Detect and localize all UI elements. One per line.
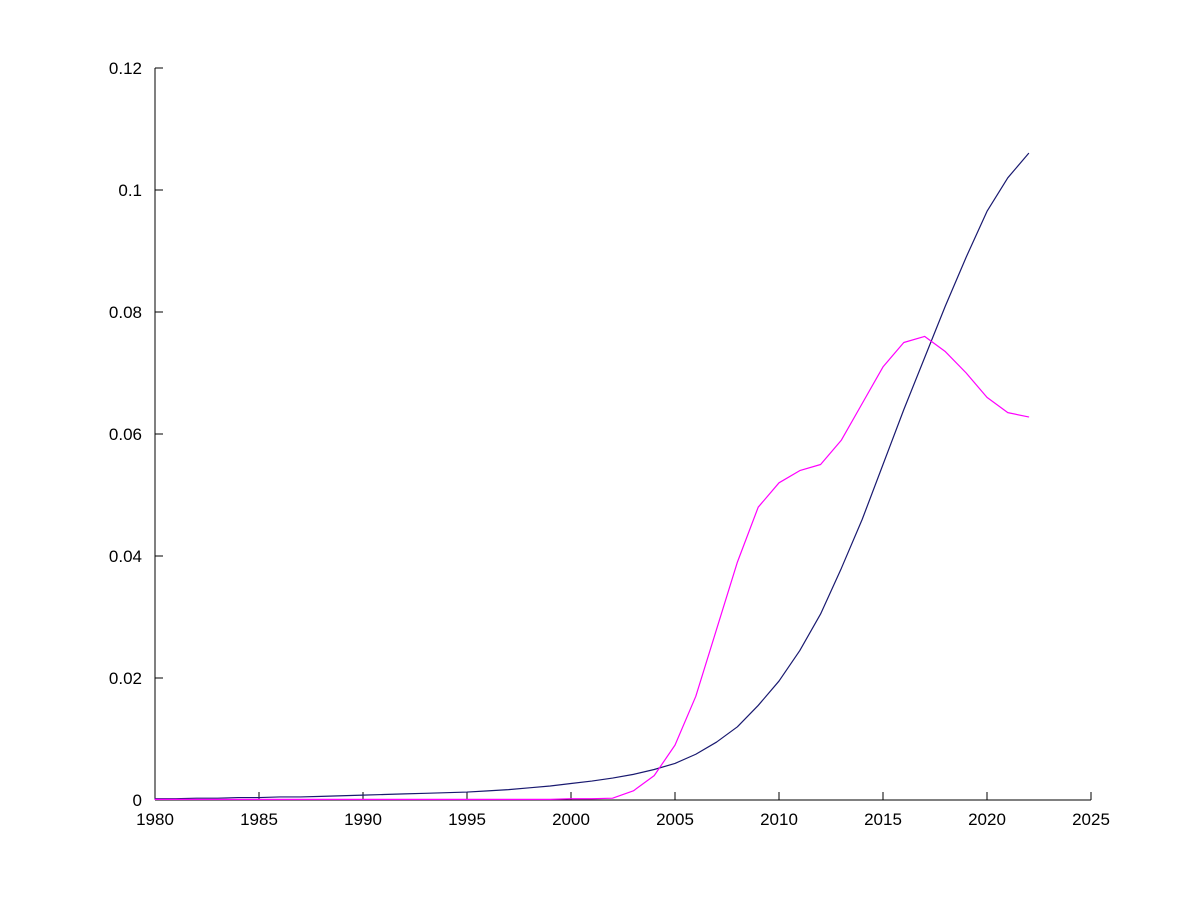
- x-tick-label: 2000: [552, 810, 590, 829]
- y-tick-label: 0.08: [109, 303, 142, 322]
- x-tick-label: 1990: [344, 810, 382, 829]
- x-tick-label: 2015: [864, 810, 902, 829]
- y-tick-label: 0.1: [118, 181, 142, 200]
- x-tick-label: 2005: [656, 810, 694, 829]
- x-tick-label: 2020: [968, 810, 1006, 829]
- y-tick-label: 0.04: [109, 547, 142, 566]
- y-tick-label: 0.02: [109, 669, 142, 688]
- x-tick-label: 1995: [448, 810, 486, 829]
- y-tick-label: 0.12: [109, 59, 142, 78]
- x-tick-label: 1980: [136, 810, 174, 829]
- x-tick-label: 2010: [760, 810, 798, 829]
- y-tick-label: 0: [133, 791, 142, 810]
- x-tick-label: 1985: [240, 810, 278, 829]
- magenta-series-line: [154, 335, 1030, 800]
- x-tick-label: 2025: [1072, 810, 1110, 829]
- dark-blue-series-line: [154, 152, 1030, 800]
- y-tick-label: 0.06: [109, 425, 142, 444]
